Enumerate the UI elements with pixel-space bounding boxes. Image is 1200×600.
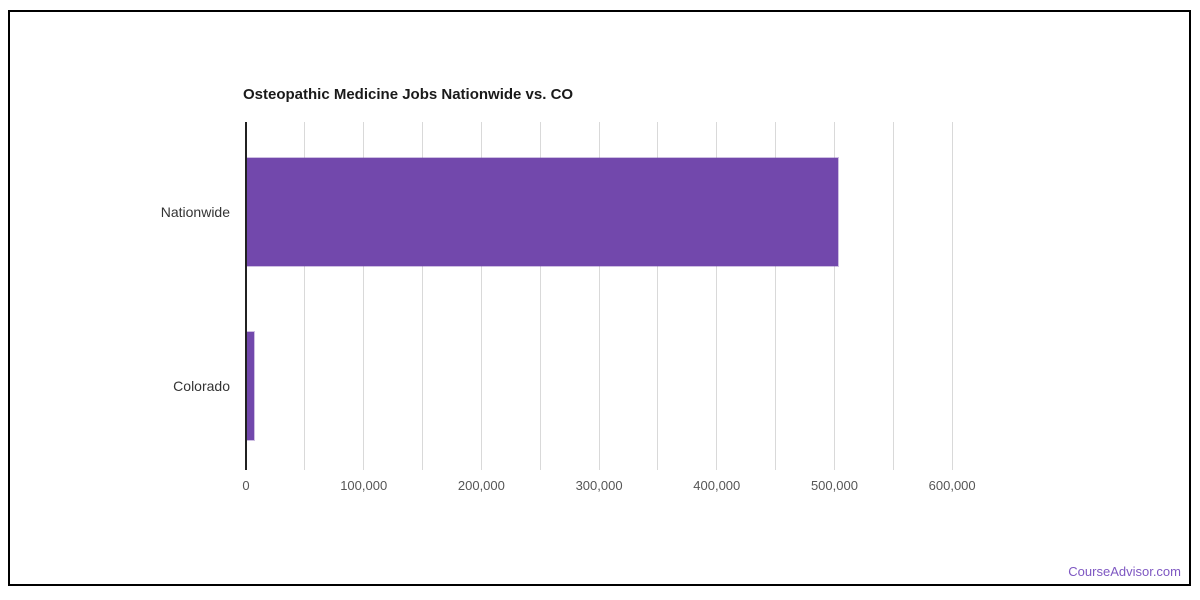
chart-title: Osteopathic Medicine Jobs Nationwide vs.…	[243, 86, 574, 103]
plot-area	[245, 122, 1011, 470]
x-tick-label: 100,000	[340, 478, 388, 493]
gridline	[833, 122, 835, 470]
gridline	[422, 122, 424, 470]
x-tick-label: 500,000	[810, 478, 858, 493]
gridline	[892, 122, 894, 470]
gridline	[480, 122, 482, 470]
category-label-nationwide: Nationwide	[160, 204, 230, 220]
x-tick-label: 0	[242, 478, 250, 493]
x-tick-label: 400,000	[693, 478, 741, 493]
gridline	[951, 122, 953, 470]
x-tick-label: 600,000	[928, 478, 976, 493]
chart-frame: Osteopathic Medicine Jobs Nationwide vs.…	[8, 10, 1191, 586]
category-label-colorado: Colorado	[173, 378, 230, 394]
gridline	[363, 122, 365, 470]
bar-colorado[interactable]	[246, 332, 254, 440]
gridline	[598, 122, 600, 470]
gridline	[657, 122, 659, 470]
gridline	[716, 122, 718, 470]
gridline	[539, 122, 541, 470]
x-tick-label: 200,000	[457, 478, 505, 493]
gridline	[775, 122, 777, 470]
bar-nationwide[interactable]	[246, 158, 838, 266]
watermark-link[interactable]: CourseAdvisor.com	[1068, 564, 1181, 579]
x-tick-label: 300,000	[575, 478, 623, 493]
y-axis-line	[245, 122, 247, 470]
gridline	[304, 122, 306, 470]
